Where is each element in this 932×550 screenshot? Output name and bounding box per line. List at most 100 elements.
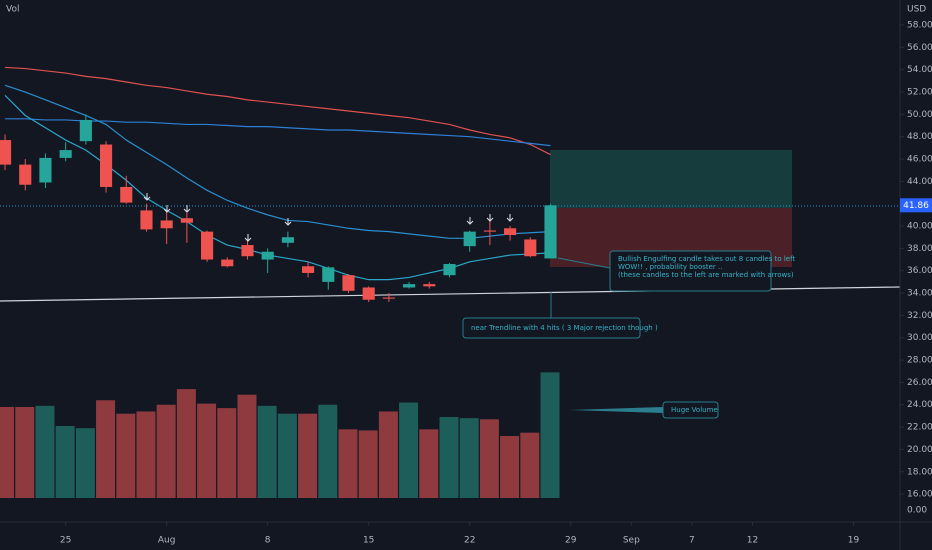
y-tick-label: 46.00 xyxy=(907,155,932,165)
candle-body xyxy=(100,144,113,187)
candle-body xyxy=(160,220,173,229)
y-tick-label: 28.00 xyxy=(907,356,932,366)
x-tick-label: 7 xyxy=(689,536,695,546)
y-tick-label: 38.00 xyxy=(907,244,932,254)
volume-bar xyxy=(116,413,136,498)
volume-bar xyxy=(15,406,35,498)
annotation-text: (these candles to the left are marked wi… xyxy=(618,271,794,279)
volume-bar xyxy=(459,418,479,498)
candle-body xyxy=(140,210,153,230)
last-price-tag xyxy=(900,198,932,213)
volume-bar xyxy=(55,425,75,498)
y-tick-label: 20.00 xyxy=(907,445,932,455)
x-tick-label: Sep xyxy=(623,536,640,546)
volume-bar xyxy=(237,394,257,498)
y-tick-label: 26.00 xyxy=(907,378,932,388)
last-price-label: 41.86 xyxy=(903,201,929,211)
volume-bar xyxy=(197,403,217,498)
volume-bar xyxy=(479,419,499,498)
volume-bar xyxy=(136,411,156,498)
candle-body xyxy=(180,218,193,223)
candle-body xyxy=(19,164,32,185)
arrow-marks xyxy=(143,193,514,242)
y-tick-label: 48.00 xyxy=(907,132,932,142)
candle-body xyxy=(463,231,476,247)
y-tick-label: 44.00 xyxy=(907,177,932,187)
moving-average xyxy=(4,84,551,239)
candle-body xyxy=(524,239,537,257)
candle-body xyxy=(201,231,214,260)
volume-bar xyxy=(277,413,297,498)
candle-body xyxy=(0,140,12,165)
annotation-text: Huge Volume xyxy=(671,406,718,414)
volume-bar xyxy=(35,405,55,498)
x-tick-label: 22 xyxy=(464,536,475,546)
x-tick-label: 12 xyxy=(747,536,758,546)
connector xyxy=(570,407,663,413)
y-tick-label: 32.00 xyxy=(907,311,932,321)
plot xyxy=(0,66,560,498)
y-tick-label: 24.00 xyxy=(907,400,932,410)
volume-bar xyxy=(318,404,338,498)
annotation-box xyxy=(462,317,641,339)
volume-bar xyxy=(399,402,419,498)
volume-bar xyxy=(217,408,237,498)
y-tick-label: 18.00 xyxy=(907,467,932,477)
candle-body xyxy=(221,259,234,267)
y-tick-label: 30.00 xyxy=(907,333,932,343)
annotation-text: WOW!! , probability booster .. xyxy=(618,263,722,271)
volume-label: Vol xyxy=(6,5,19,15)
candle-body xyxy=(403,284,416,288)
candle-body xyxy=(423,284,436,287)
annotation-text: Bullish Engulfing candle takes out 8 can… xyxy=(618,255,795,263)
x-tick-label: 15 xyxy=(363,536,374,546)
volume-bar xyxy=(298,413,318,498)
x-tick-label: 8 xyxy=(265,536,271,546)
y-tick-label: 58.00 xyxy=(907,21,932,31)
candle-body xyxy=(382,297,395,299)
candle-body xyxy=(79,119,92,142)
volume-bar xyxy=(378,411,398,498)
candle-body xyxy=(362,287,375,300)
y-tick-label: 50.00 xyxy=(907,110,932,120)
y-tick-label: 34.00 xyxy=(907,289,932,299)
volume-bar xyxy=(75,428,95,498)
volume-zero-label: 0.00 xyxy=(907,506,927,516)
volume-bar xyxy=(439,417,459,498)
annotation-text: near Trendline with 4 hits ( 3 Major rej… xyxy=(471,324,658,332)
volume-bar xyxy=(156,404,176,498)
y-tick-label: 56.00 xyxy=(907,43,932,53)
candle-body xyxy=(483,230,496,232)
annotation-box xyxy=(609,250,772,292)
candle-body xyxy=(302,266,315,273)
x-tick-label: 25 xyxy=(60,536,71,546)
x-tick-label: Aug xyxy=(158,536,176,546)
candle-body xyxy=(120,186,133,203)
candle-body xyxy=(59,150,72,158)
volume-bar xyxy=(176,389,196,498)
x-tick-label: 29 xyxy=(565,536,577,546)
volume-bar xyxy=(540,372,560,498)
candle-body xyxy=(443,264,456,276)
candle-body xyxy=(39,157,52,183)
candle-body xyxy=(261,251,274,260)
y-tick-label: 22.00 xyxy=(907,423,932,433)
x-tick-label: 19 xyxy=(848,536,860,546)
moving-average xyxy=(4,94,551,281)
y-tick-label: 54.00 xyxy=(907,65,932,75)
moving-average xyxy=(5,66,551,156)
volume-bar xyxy=(338,429,358,498)
volume-bar xyxy=(500,436,520,498)
candle-body xyxy=(544,205,557,259)
candle-body xyxy=(342,275,355,291)
volume-bar xyxy=(0,406,15,498)
target-zone xyxy=(550,150,792,208)
volume-bar xyxy=(257,405,277,498)
y-tick-label: 36.00 xyxy=(907,266,932,276)
candle-body xyxy=(504,228,517,235)
candle-body xyxy=(281,237,294,243)
candle-body xyxy=(322,267,335,282)
y-tick-label: 52.00 xyxy=(907,88,932,98)
volume-bar xyxy=(358,430,378,498)
